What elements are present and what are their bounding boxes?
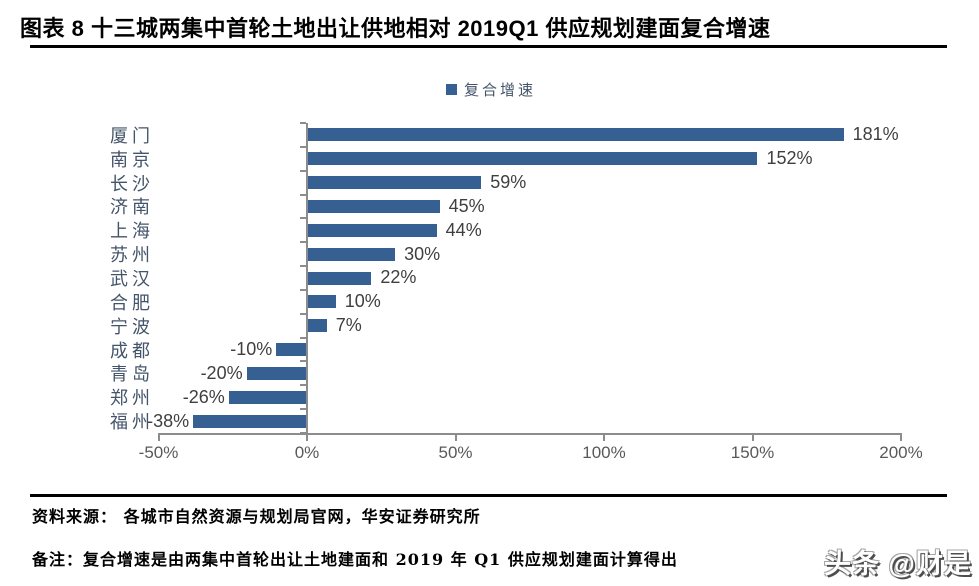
category-tick <box>300 336 306 339</box>
x-axis-tick <box>900 433 902 441</box>
chart-title: 图表 8 十三城两集中首轮土地出让供地相对 2019Q1 供应规划建面复合增速 <box>20 16 771 41</box>
value-label: 181% <box>852 124 899 145</box>
category-tick <box>300 145 306 148</box>
category-tick <box>300 360 306 363</box>
bar <box>306 176 482 190</box>
category-label: 长沙 <box>110 173 154 195</box>
category-tick <box>300 408 306 411</box>
category-label: 厦门 <box>110 125 154 147</box>
value-label: 45% <box>448 195 485 216</box>
footer-divider <box>30 494 947 497</box>
category-label: 青岛 <box>110 364 154 386</box>
x-tick-label: 0% <box>294 443 320 462</box>
bar <box>306 247 396 261</box>
watermark: 头条 @财是 <box>824 549 972 579</box>
bar <box>246 366 306 380</box>
x-axis-tick <box>603 433 605 441</box>
y-axis-line <box>306 123 308 433</box>
x-axis-tick <box>157 433 160 441</box>
value-label: -10% <box>230 339 273 360</box>
bar <box>228 390 306 404</box>
x-axis-tick <box>306 433 308 441</box>
chart-legend: 复合增速 <box>446 79 536 100</box>
x-tick-label: 150% <box>730 443 775 462</box>
bar <box>276 343 306 357</box>
x-tick-label: -50% <box>138 443 179 462</box>
value-label: 44% <box>445 219 482 240</box>
value-label: -20% <box>200 362 243 383</box>
category-label: 福州 <box>110 412 154 434</box>
remark-note: 备注：复合增速是由两集中首轮出让土地建面和 2019 年 Q1 供应规划建面计算… <box>32 550 678 569</box>
bar <box>306 223 437 237</box>
bar <box>306 271 372 285</box>
category-tick <box>300 312 306 315</box>
x-tick-label: 200% <box>879 443 923 462</box>
bar <box>193 414 306 428</box>
value-label: -26% <box>182 386 225 407</box>
value-label: 22% <box>380 267 417 288</box>
category-label: 上海 <box>110 221 154 243</box>
category-label: 苏州 <box>110 245 154 267</box>
value-label: 7% <box>335 315 362 336</box>
category-label: 南京 <box>110 149 154 171</box>
x-axis-tick <box>454 433 457 441</box>
value-label: 30% <box>404 243 441 264</box>
value-label: 59% <box>490 172 527 193</box>
category-tick <box>300 193 306 196</box>
category-tick <box>300 288 306 291</box>
value-label: -38% <box>147 410 190 431</box>
category-label: 济南 <box>110 197 154 219</box>
legend-label: 复合增速 <box>464 81 537 99</box>
category-label: 成都 <box>110 340 154 362</box>
title-divider <box>30 45 947 48</box>
bar <box>306 152 758 166</box>
value-label: 152% <box>766 148 813 169</box>
bar <box>306 128 844 142</box>
category-tick <box>300 169 306 172</box>
bar <box>306 319 327 333</box>
x-tick-label: 100% <box>582 443 626 462</box>
category-label: 宁波 <box>110 316 154 338</box>
x-axis-line <box>157 433 902 435</box>
x-tick-label: 50% <box>438 443 473 462</box>
x-axis-tick <box>751 433 754 441</box>
bar <box>306 295 336 309</box>
category-tick <box>300 384 306 387</box>
bar <box>306 199 440 213</box>
category-tick <box>300 241 306 244</box>
category-tick <box>300 217 306 220</box>
category-label: 合肥 <box>110 292 154 314</box>
source-note: 资料来源： 各城市自然资源与规划局官网，华安证券研究所 <box>32 507 481 526</box>
category-tick <box>300 122 306 124</box>
value-label: 10% <box>344 291 381 312</box>
category-label: 武汉 <box>110 268 154 290</box>
category-tick <box>300 265 306 268</box>
legend-swatch-icon <box>446 84 457 95</box>
category-label: 郑州 <box>110 388 154 410</box>
